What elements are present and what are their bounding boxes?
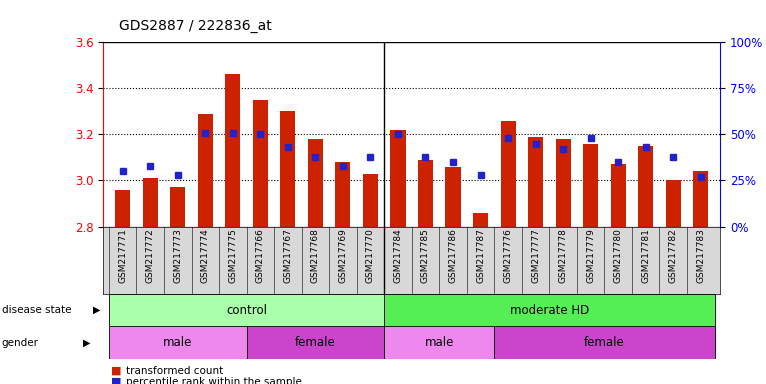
Text: GSM217777: GSM217777 xyxy=(531,228,540,283)
Bar xyxy=(638,146,653,227)
Bar xyxy=(280,111,296,227)
Bar xyxy=(308,139,323,227)
Text: ■: ■ xyxy=(111,366,122,376)
Text: moderate HD: moderate HD xyxy=(509,304,589,316)
Bar xyxy=(494,326,715,359)
Text: ▶: ▶ xyxy=(93,305,101,315)
Bar xyxy=(391,130,405,227)
Text: transformed count: transformed count xyxy=(126,366,224,376)
Bar xyxy=(142,178,158,227)
Text: control: control xyxy=(226,304,267,316)
Bar xyxy=(693,171,709,227)
Bar xyxy=(363,174,378,227)
Bar xyxy=(666,180,681,227)
Text: GSM217771: GSM217771 xyxy=(118,228,127,283)
Text: GSM217766: GSM217766 xyxy=(256,228,265,283)
Bar xyxy=(446,167,460,227)
Bar xyxy=(109,326,247,359)
Bar xyxy=(500,121,516,227)
Bar xyxy=(253,100,268,227)
Text: GSM217784: GSM217784 xyxy=(394,228,402,283)
Bar xyxy=(170,187,185,227)
Bar xyxy=(198,114,213,227)
Text: ▶: ▶ xyxy=(83,338,90,348)
Text: GDS2887 / 222836_at: GDS2887 / 222836_at xyxy=(119,19,271,33)
Bar xyxy=(385,294,715,326)
Text: GSM217778: GSM217778 xyxy=(558,228,568,283)
Text: GSM217787: GSM217787 xyxy=(476,228,485,283)
Text: male: male xyxy=(424,336,454,349)
Text: GSM217780: GSM217780 xyxy=(614,228,623,283)
Bar xyxy=(115,190,130,227)
Bar xyxy=(385,326,494,359)
Bar xyxy=(611,164,626,227)
Text: ■: ■ xyxy=(111,377,122,384)
Text: GSM217772: GSM217772 xyxy=(146,228,155,283)
Bar xyxy=(336,162,351,227)
Text: female: female xyxy=(584,336,625,349)
Bar xyxy=(247,326,385,359)
Text: GSM217782: GSM217782 xyxy=(669,228,678,283)
Text: GSM217770: GSM217770 xyxy=(366,228,375,283)
Text: GSM217779: GSM217779 xyxy=(586,228,595,283)
Text: GSM217768: GSM217768 xyxy=(311,228,320,283)
Text: GSM217769: GSM217769 xyxy=(339,228,348,283)
Text: male: male xyxy=(163,336,192,349)
Bar xyxy=(473,213,488,227)
Text: GSM217783: GSM217783 xyxy=(696,228,705,283)
Bar xyxy=(225,74,241,227)
Text: GSM217781: GSM217781 xyxy=(641,228,650,283)
Bar xyxy=(109,294,385,326)
Text: female: female xyxy=(295,336,336,349)
Text: GSM217767: GSM217767 xyxy=(283,228,293,283)
Bar xyxy=(583,144,598,227)
Text: GSM217775: GSM217775 xyxy=(228,228,237,283)
Text: GSM217776: GSM217776 xyxy=(503,228,512,283)
Text: GSM217773: GSM217773 xyxy=(173,228,182,283)
Text: percentile rank within the sample: percentile rank within the sample xyxy=(126,377,303,384)
Bar xyxy=(528,137,543,227)
Text: GSM217774: GSM217774 xyxy=(201,228,210,283)
Text: disease state: disease state xyxy=(2,305,71,315)
Text: gender: gender xyxy=(2,338,38,348)
Text: GSM217785: GSM217785 xyxy=(421,228,430,283)
Bar xyxy=(555,139,571,227)
Text: GSM217786: GSM217786 xyxy=(449,228,457,283)
Bar xyxy=(418,160,433,227)
